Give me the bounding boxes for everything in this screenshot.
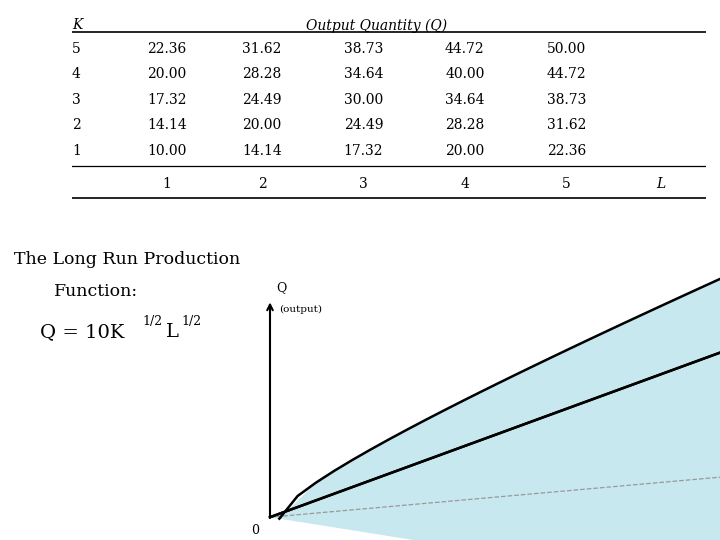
Text: 1: 1 [72,144,81,158]
Text: 1/2: 1/2 [181,315,202,328]
Text: L: L [166,323,179,341]
Text: 0: 0 [251,524,259,537]
Text: 30.00: 30.00 [344,93,383,106]
Text: 44.72: 44.72 [546,67,586,81]
Text: 10.00: 10.00 [148,144,186,158]
Text: 24.49: 24.49 [343,118,383,132]
Polygon shape [270,0,720,540]
Text: 22.36: 22.36 [148,42,186,56]
Text: 38.73: 38.73 [343,42,383,56]
Text: 24.49: 24.49 [243,93,282,106]
Text: The Long Run Production: The Long Run Production [14,251,240,268]
Text: 20.00: 20.00 [148,67,186,81]
Text: L: L [657,177,666,191]
Text: 17.32: 17.32 [148,93,186,106]
Text: Output Quantity (Q): Output Quantity (Q) [305,18,446,33]
Text: 28.28: 28.28 [445,118,485,132]
Text: 2: 2 [72,118,81,132]
Polygon shape [270,0,720,519]
Text: K: K [72,18,82,32]
Text: 31.62: 31.62 [546,118,586,132]
Text: 31.62: 31.62 [243,42,282,56]
Text: 3: 3 [359,177,368,191]
Text: 4: 4 [72,67,81,81]
Text: 1: 1 [163,177,171,191]
Text: 3: 3 [72,93,81,106]
Text: 34.64: 34.64 [343,67,383,81]
Text: 28.28: 28.28 [243,67,282,81]
Text: (output): (output) [279,305,322,314]
Text: 40.00: 40.00 [445,67,485,81]
Text: 34.64: 34.64 [445,93,485,106]
Text: 44.72: 44.72 [445,42,485,56]
Text: 14.14: 14.14 [147,118,187,132]
Text: 20.00: 20.00 [243,118,282,132]
Text: 14.14: 14.14 [242,144,282,158]
Text: 20.00: 20.00 [445,144,485,158]
Text: 50.00: 50.00 [546,42,586,56]
Text: Q = 10K: Q = 10K [40,323,124,341]
Text: 5: 5 [562,177,570,191]
Text: 5: 5 [72,42,81,56]
Text: Q: Q [276,281,286,294]
Text: 4: 4 [460,177,469,191]
Text: 1/2: 1/2 [143,315,163,328]
Text: 2: 2 [258,177,266,191]
Text: 17.32: 17.32 [343,144,383,158]
Text: 22.36: 22.36 [546,144,586,158]
Text: 38.73: 38.73 [546,93,586,106]
Text: Function:: Function: [54,283,138,300]
